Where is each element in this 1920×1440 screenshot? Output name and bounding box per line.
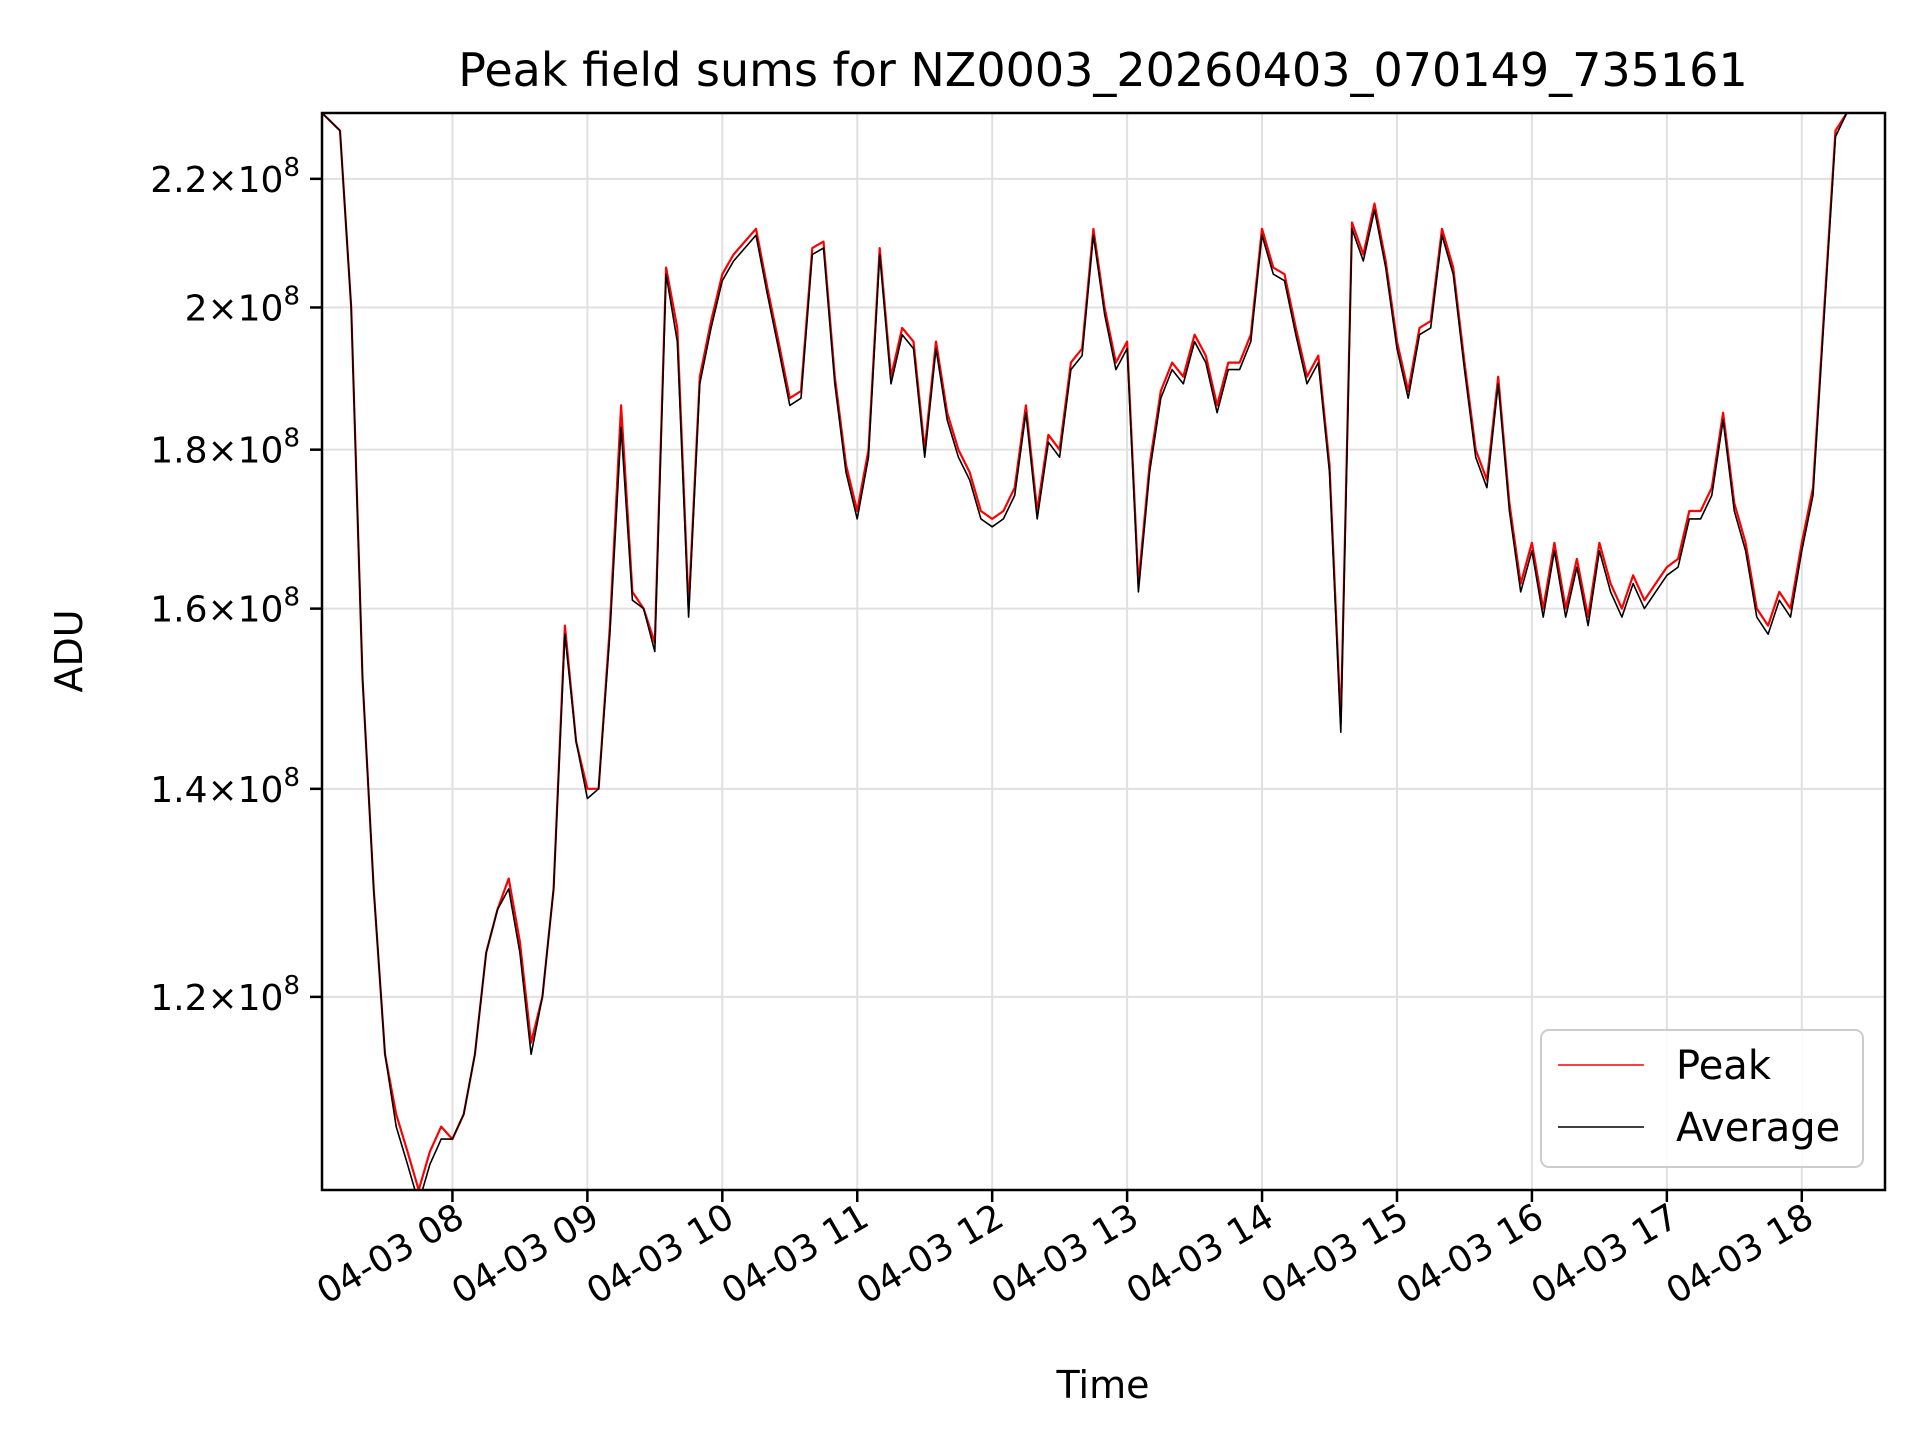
series-line-average bbox=[322, 113, 1848, 1190]
x-tick-label: 04-03 14 bbox=[1120, 1196, 1281, 1312]
x-tick-label: 04-03 16 bbox=[1390, 1196, 1551, 1312]
legend-label-average: Average bbox=[1676, 1105, 1840, 1151]
y-axis: 1.2×108 1.4×108 1.6×108 1.8×108 2×108 2.2×108 bbox=[150, 153, 322, 1019]
x-tick-label: 04-03 12 bbox=[850, 1196, 1011, 1312]
x-tick-label: 04-03 11 bbox=[715, 1196, 876, 1312]
x-tick-label: 04-03 09 bbox=[445, 1196, 606, 1312]
series-line-peak bbox=[322, 113, 1848, 1190]
legend-label-peak: Peak bbox=[1676, 1043, 1772, 1089]
x-tick-label: 04-03 10 bbox=[580, 1196, 741, 1312]
y-axis-label: ADU bbox=[47, 609, 91, 692]
x-tick-label: 04-03 18 bbox=[1660, 1196, 1821, 1312]
chart-title: Peak field sums for NZ0003_20260403_0701… bbox=[458, 43, 1747, 97]
y-tick-label: 1.4×108 bbox=[150, 763, 300, 811]
x-tick-label: 04-03 08 bbox=[310, 1196, 471, 1312]
legend: Peak Average bbox=[1540, 1029, 1864, 1168]
y-tick-label: 1.6×108 bbox=[150, 583, 300, 631]
x-axis-label: Time bbox=[1056, 1363, 1150, 1407]
y-tick-label: 2.2×108 bbox=[150, 153, 300, 201]
x-tick-label: 04-03 13 bbox=[985, 1196, 1146, 1312]
y-tick-label: 1.2×108 bbox=[150, 971, 300, 1019]
series-group bbox=[322, 113, 1848, 1190]
plot-frame bbox=[320, 111, 1887, 1192]
y-tick-label: 2×108 bbox=[185, 281, 300, 329]
y-tick-label: 1.8×108 bbox=[150, 424, 300, 472]
x-tick-label: 04-03 17 bbox=[1525, 1196, 1686, 1312]
grid bbox=[322, 113, 1885, 1190]
x-tick-label: 04-03 15 bbox=[1255, 1196, 1416, 1312]
